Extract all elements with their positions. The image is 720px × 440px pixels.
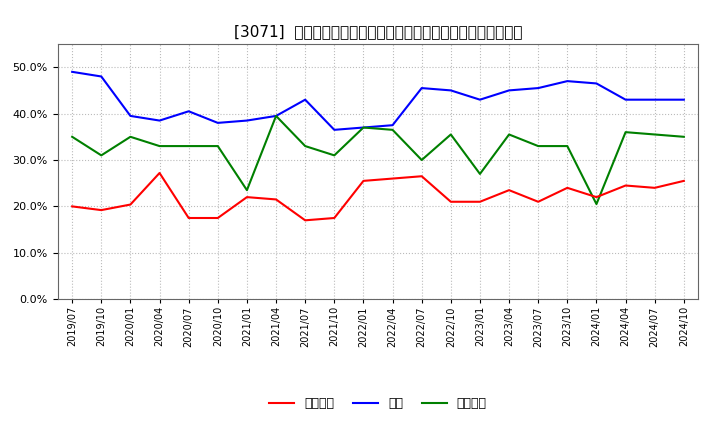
売上債権 xyxy=(243,194,251,200)
Line: 在庫: 在庫 xyxy=(72,72,684,130)
買入債務 xyxy=(505,132,513,137)
売上債権 xyxy=(563,185,572,191)
在庫 xyxy=(359,125,368,130)
売上債権 xyxy=(213,215,222,220)
在庫 xyxy=(505,88,513,93)
在庫 xyxy=(563,78,572,84)
買入債務 xyxy=(621,129,630,135)
在庫 xyxy=(126,113,135,118)
買入債務 xyxy=(359,125,368,130)
買入債務 xyxy=(97,153,106,158)
在庫 xyxy=(446,88,455,93)
在庫 xyxy=(213,120,222,125)
在庫 xyxy=(97,74,106,79)
買入債務 xyxy=(563,143,572,149)
買入債務 xyxy=(592,202,600,207)
Line: 売上債権: 売上債権 xyxy=(72,173,684,220)
売上債権 xyxy=(156,170,164,176)
売上債権 xyxy=(680,178,688,183)
在庫 xyxy=(301,97,310,103)
買入債務 xyxy=(446,132,455,137)
在庫 xyxy=(592,81,600,86)
在庫 xyxy=(650,97,659,103)
売上債権 xyxy=(505,187,513,193)
売上債権 xyxy=(184,215,193,220)
売上債権 xyxy=(621,183,630,188)
Legend: 売上債権, 在庫, 買入債務: 売上債権, 在庫, 買入債務 xyxy=(264,392,492,415)
売上債権 xyxy=(330,215,338,220)
売上債権 xyxy=(534,199,543,205)
買入債務 xyxy=(680,134,688,139)
Line: 買入債務: 買入債務 xyxy=(72,116,684,204)
買入債務 xyxy=(534,143,543,149)
売上債権 xyxy=(126,202,135,207)
買入債務 xyxy=(388,127,397,132)
買入債務 xyxy=(301,143,310,149)
売上債権 xyxy=(650,185,659,191)
売上債権 xyxy=(446,199,455,205)
買入債務 xyxy=(156,143,164,149)
Title: [3071]  売上債権、在庫、買入債務の総資産に対する比率の推移: [3071] 売上債権、在庫、買入債務の総資産に対する比率の推移 xyxy=(234,24,522,39)
在庫 xyxy=(184,109,193,114)
売上債権 xyxy=(271,197,280,202)
在庫 xyxy=(271,113,280,118)
買入債務 xyxy=(126,134,135,139)
売上債権 xyxy=(592,194,600,200)
在庫 xyxy=(330,127,338,132)
買入債務 xyxy=(271,113,280,118)
買入債務 xyxy=(650,132,659,137)
買入債務 xyxy=(243,187,251,193)
売上債権 xyxy=(68,204,76,209)
買入債務 xyxy=(68,134,76,139)
売上債権 xyxy=(359,178,368,183)
買入債務 xyxy=(330,153,338,158)
売上債権 xyxy=(476,199,485,205)
売上債権 xyxy=(418,174,426,179)
買入債務 xyxy=(213,143,222,149)
在庫 xyxy=(68,69,76,74)
買入債務 xyxy=(418,158,426,163)
在庫 xyxy=(621,97,630,103)
在庫 xyxy=(534,85,543,91)
売上債権 xyxy=(388,176,397,181)
在庫 xyxy=(418,85,426,91)
在庫 xyxy=(680,97,688,103)
在庫 xyxy=(243,118,251,123)
在庫 xyxy=(156,118,164,123)
在庫 xyxy=(476,97,485,103)
売上債権 xyxy=(301,218,310,223)
在庫 xyxy=(388,123,397,128)
買入債務 xyxy=(184,143,193,149)
買入債務 xyxy=(476,171,485,176)
売上債権 xyxy=(97,208,106,213)
